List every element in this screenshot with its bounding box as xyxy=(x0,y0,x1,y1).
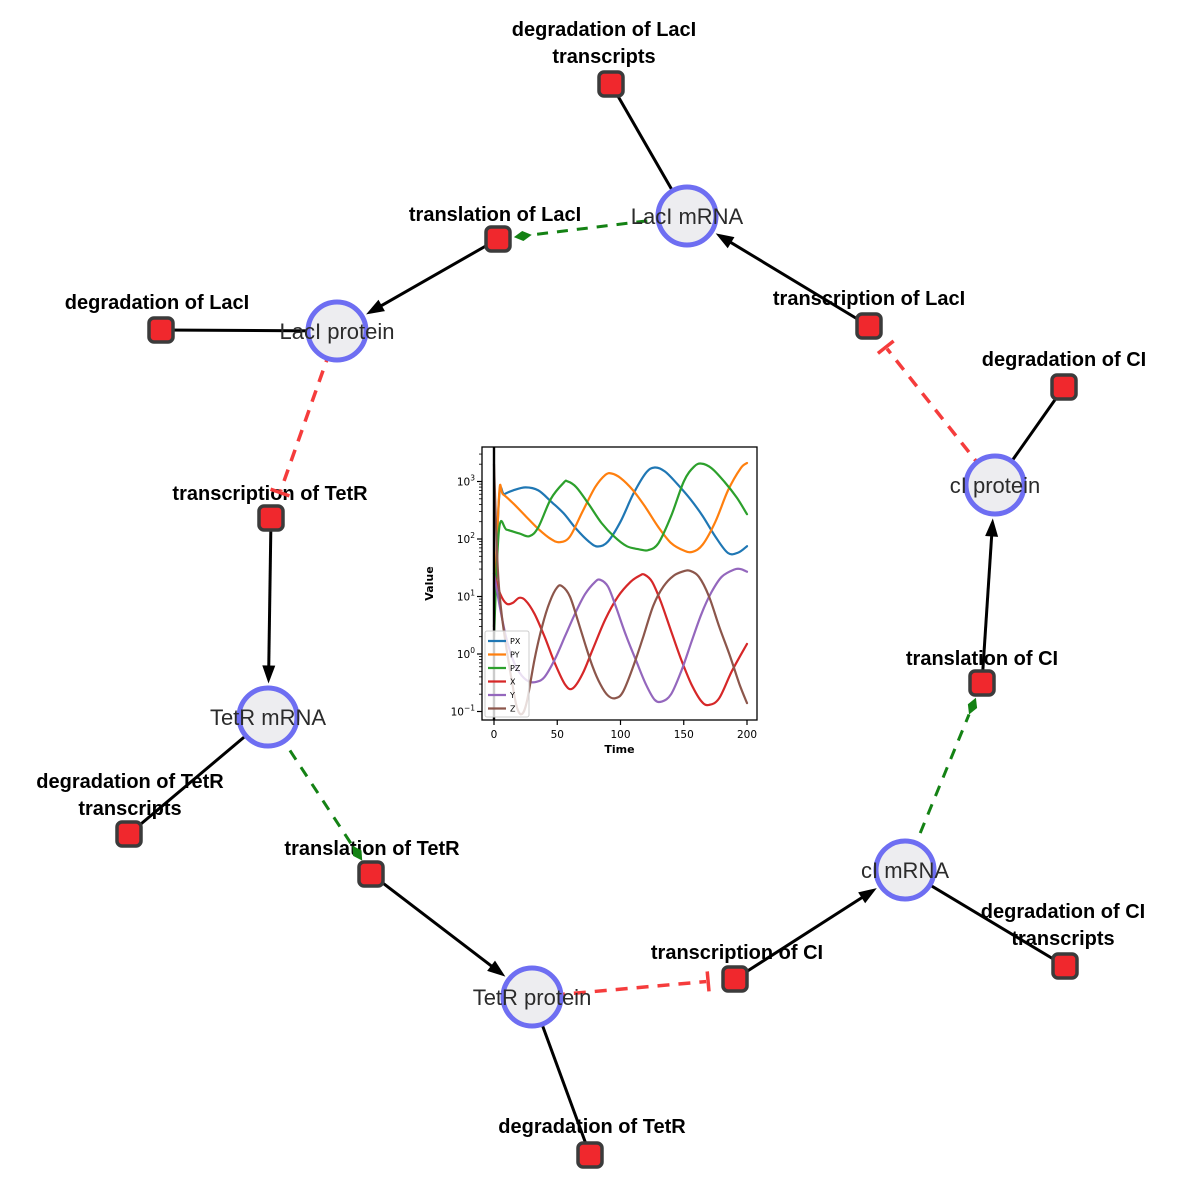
species-label-ci_mrna: cI mRNA xyxy=(861,858,949,883)
edge-tc_laci-laci_mrna xyxy=(715,233,870,328)
chart-series-X xyxy=(492,572,749,707)
center-chart: 0 50 100 150 200 10−1 100 101 102 103 Time Value PX P… xyxy=(423,446,758,756)
species-node-laci_prot xyxy=(305,299,369,363)
y-tick-label: 10−1 xyxy=(451,704,476,719)
reaction-node-tc_ci xyxy=(721,965,749,993)
inhibition-tbar-icon xyxy=(705,971,711,992)
modifier-diamond-icon xyxy=(513,231,532,241)
x-tick-label: 0 xyxy=(491,729,498,741)
reaction-node-tc_tetr xyxy=(257,504,285,532)
species-node-laci_mrna xyxy=(655,184,719,248)
reaction-label-deg_ci: degradation of CI xyxy=(982,349,1146,371)
reaction-node-tl_laci xyxy=(484,225,512,253)
chart-series-PZ xyxy=(492,462,749,638)
reaction-node-deg_tetr xyxy=(576,1141,604,1169)
nodes xyxy=(115,70,1079,1169)
species-labels: LacI mRNA LacI protein cI protein TetR mRNA… xyxy=(210,204,1040,1010)
y-tick-label: 100 xyxy=(457,646,475,661)
legend-label-X: X xyxy=(510,678,516,687)
reaction-node-tl_ci xyxy=(968,669,996,697)
reaction-label-deg_tetr_tx: degradation of TetR xyxy=(36,771,224,793)
reaction-node-tc_laci xyxy=(855,312,883,340)
inhibition-tbar-icon xyxy=(876,339,895,355)
species-label-tetr_prot: TetR protein xyxy=(473,985,592,1010)
legend-label-PZ: PZ xyxy=(510,664,521,673)
reaction-node-deg_tetr_tx xyxy=(115,820,143,848)
edge-tc_tetr-tetr_mrna xyxy=(262,517,276,684)
edge-tl_ci-ci_prot xyxy=(980,518,999,684)
species-node-ci_mrna xyxy=(873,838,937,902)
reaction-label-tl_tetr: translation of TetR xyxy=(284,838,460,860)
chart-series-PX xyxy=(492,466,749,628)
reaction-label-deg_ci_tx: transcripts xyxy=(1011,928,1114,950)
y-tick-label: 101 xyxy=(457,589,475,604)
reaction-node-deg_ci_tx xyxy=(1051,952,1079,980)
arrowhead-icon xyxy=(985,518,999,537)
arrowhead-icon xyxy=(262,665,276,684)
reaction-node-deg_laci xyxy=(147,316,175,344)
legend-label-PX: PX xyxy=(510,637,521,646)
chart-series-PY xyxy=(492,461,749,628)
species-node-tetr_prot xyxy=(500,965,564,1029)
reaction-label-deg_laci_tx: transcripts xyxy=(552,46,655,68)
x-tick-label: 200 xyxy=(737,729,757,741)
species-node-ci_prot xyxy=(963,453,1027,517)
reaction-label-tl_laci: translation of LacI xyxy=(409,204,581,226)
modifier-diamond-icon xyxy=(967,697,978,715)
reaction-label-tl_ci: translation of CI xyxy=(906,648,1058,670)
legend-label-PY: PY xyxy=(510,651,520,660)
species-node-tetr_mrna xyxy=(236,685,300,749)
reaction-labels: degradation of LacI transcripts translatio… xyxy=(36,19,1146,1138)
x-tick-label: 50 xyxy=(551,729,564,741)
reaction-label-deg_tetr: degradation of TetR xyxy=(498,1116,686,1138)
inhibition-tbar-icon xyxy=(269,487,290,498)
legend-label-Y: Y xyxy=(509,691,515,700)
reaction-node-tl_tetr xyxy=(357,860,385,888)
chart-xlabel: Time xyxy=(604,743,634,756)
arrowhead-icon xyxy=(366,299,385,315)
reaction-label-deg_ci_tx: degradation of CI xyxy=(981,901,1145,923)
arrowhead-icon xyxy=(487,960,506,977)
species-label-laci_mrna: LacI mRNA xyxy=(631,204,744,229)
legend-label-Z: Z xyxy=(510,705,516,714)
arrowhead-icon xyxy=(858,888,877,904)
modifier-diamond-icon xyxy=(352,845,363,861)
chart-ylabel: Value xyxy=(423,566,436,600)
species-label-tetr_mrna: TetR mRNA xyxy=(210,705,326,730)
species-label-laci_prot: LacI protein xyxy=(280,319,395,344)
reaction-label-tc_tetr: transcription of TetR xyxy=(172,483,368,505)
reaction-label-deg_tetr_tx: transcripts xyxy=(78,798,181,820)
reaction-label-tc_laci: transcription of LacI xyxy=(773,288,965,310)
edge-tl_laci-laci_prot xyxy=(366,237,499,315)
x-tick-label: 100 xyxy=(610,729,630,741)
reaction-label-deg_laci_tx: degradation of LacI xyxy=(512,19,696,41)
reaction-node-deg_laci_tx xyxy=(597,70,625,98)
reaction-label-deg_laci: degradation of LacI xyxy=(65,292,249,314)
edge-tl_tetr-tetr_prot xyxy=(370,872,506,977)
arrowhead-icon xyxy=(715,233,735,249)
reaction-label-tc_ci: transcription of CI xyxy=(651,942,823,964)
chart-legend xyxy=(484,630,530,718)
edge-tc_ci-ci_mrna xyxy=(734,888,877,981)
chart-frame xyxy=(481,446,758,721)
y-tick-label: 103 xyxy=(457,474,475,489)
y-tick-label: 102 xyxy=(457,531,475,546)
reaction-node-deg_ci xyxy=(1050,373,1078,401)
x-tick-label: 150 xyxy=(674,729,694,741)
species-label-ci_prot: cI protein xyxy=(950,473,1041,498)
